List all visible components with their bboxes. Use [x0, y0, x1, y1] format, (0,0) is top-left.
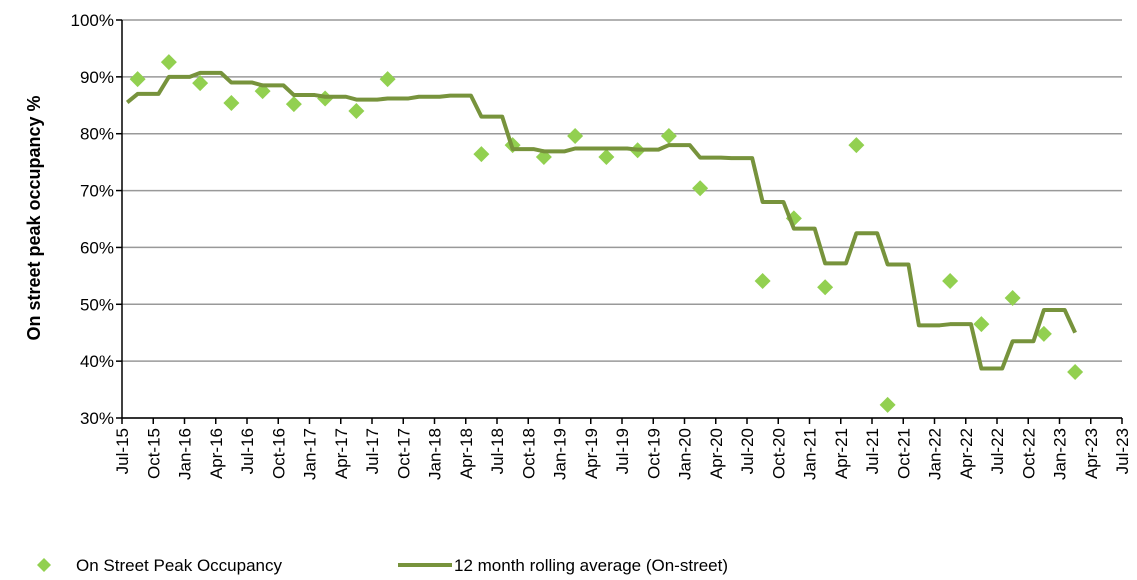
occupancy-point: [817, 279, 834, 296]
x-tick-label: Oct-18: [519, 428, 538, 479]
x-tick-label: Jul-15: [113, 428, 132, 474]
x-tick-label: Apr-19: [582, 428, 601, 479]
x-tick-label: Jul-17: [363, 428, 382, 474]
x-tick-label: Apr-18: [457, 428, 476, 479]
occupancy-point: [848, 137, 865, 154]
legend-label: 12 month rolling average (On-street): [454, 556, 728, 575]
x-tick-label: Jan-20: [676, 428, 695, 480]
x-tick-label: Oct-22: [1019, 428, 1038, 479]
occupancy-point: [598, 149, 615, 166]
y-tick-label: 70%: [80, 182, 114, 201]
x-tick-label: Jan-16: [176, 428, 195, 480]
x-tick-label: Jul-19: [613, 428, 632, 474]
x-tick-label: Oct-19: [644, 428, 663, 479]
y-tick-label: 30%: [80, 409, 114, 428]
occupancy-point: [379, 71, 396, 88]
x-tick-label: Jul-16: [238, 428, 257, 474]
y-tick-label: 100%: [71, 11, 114, 30]
occupancy-point: [1067, 363, 1084, 380]
occupancy-point: [348, 102, 365, 119]
x-tick-label: Oct-16: [269, 428, 288, 479]
occupancy-point: [973, 316, 990, 333]
x-tick-label: Jul-18: [488, 428, 507, 474]
x-tick-label: Oct-17: [394, 428, 413, 479]
x-tick-label: Jan-19: [551, 428, 570, 480]
occupancy-point: [754, 272, 771, 289]
x-tick-label: Apr-16: [207, 428, 226, 479]
legend-label: On Street Peak Occupancy: [76, 556, 282, 575]
legend-marker: [37, 558, 51, 572]
rolling-average-line: [125, 70, 1077, 371]
x-tick-label: Jul-23: [1113, 428, 1132, 474]
occupancy-point: [660, 127, 677, 144]
x-tick-label: Jul-20: [738, 428, 757, 474]
occupancy-point: [567, 127, 584, 144]
x-tick-label: Apr-20: [707, 428, 726, 479]
occupancy-point: [129, 71, 146, 88]
occupancy-point: [1004, 290, 1021, 307]
x-tick-label: Apr-17: [332, 428, 351, 479]
x-tick-label: Jan-17: [301, 428, 320, 480]
y-tick-label: 80%: [80, 125, 114, 144]
x-tick-label: Jul-22: [988, 428, 1007, 474]
occupancy-point: [942, 272, 959, 289]
y-axis-title: On street peak occupancy %: [24, 95, 44, 340]
x-tick-label: Oct-15: [144, 428, 163, 479]
occupancy-point: [879, 396, 896, 413]
x-tick-label: Apr-21: [832, 428, 851, 479]
y-tick-label: 60%: [80, 238, 114, 257]
occupancy-point: [192, 75, 209, 92]
occupancy-point: [223, 95, 240, 112]
occupancy-point: [1035, 325, 1052, 342]
x-tick-label: Jul-21: [863, 428, 882, 474]
x-tick-label: Apr-22: [957, 428, 976, 479]
y-tick-label: 90%: [80, 68, 114, 87]
y-tick-label: 40%: [80, 352, 114, 371]
occupancy-point: [692, 180, 709, 197]
x-tick-label: Oct-21: [894, 428, 913, 479]
x-tick-label: Jan-18: [426, 428, 445, 480]
occupancy-point: [285, 96, 302, 113]
x-tick-label: Oct-20: [769, 428, 788, 479]
x-tick-label: Apr-23: [1082, 428, 1101, 479]
occupancy-point: [160, 54, 177, 71]
occupancy-point: [473, 146, 490, 163]
x-tick-label: Jan-23: [1051, 428, 1070, 480]
y-tick-label: 50%: [80, 295, 114, 314]
x-tick-label: Jan-22: [926, 428, 945, 480]
x-tick-label: Jan-21: [801, 428, 820, 480]
